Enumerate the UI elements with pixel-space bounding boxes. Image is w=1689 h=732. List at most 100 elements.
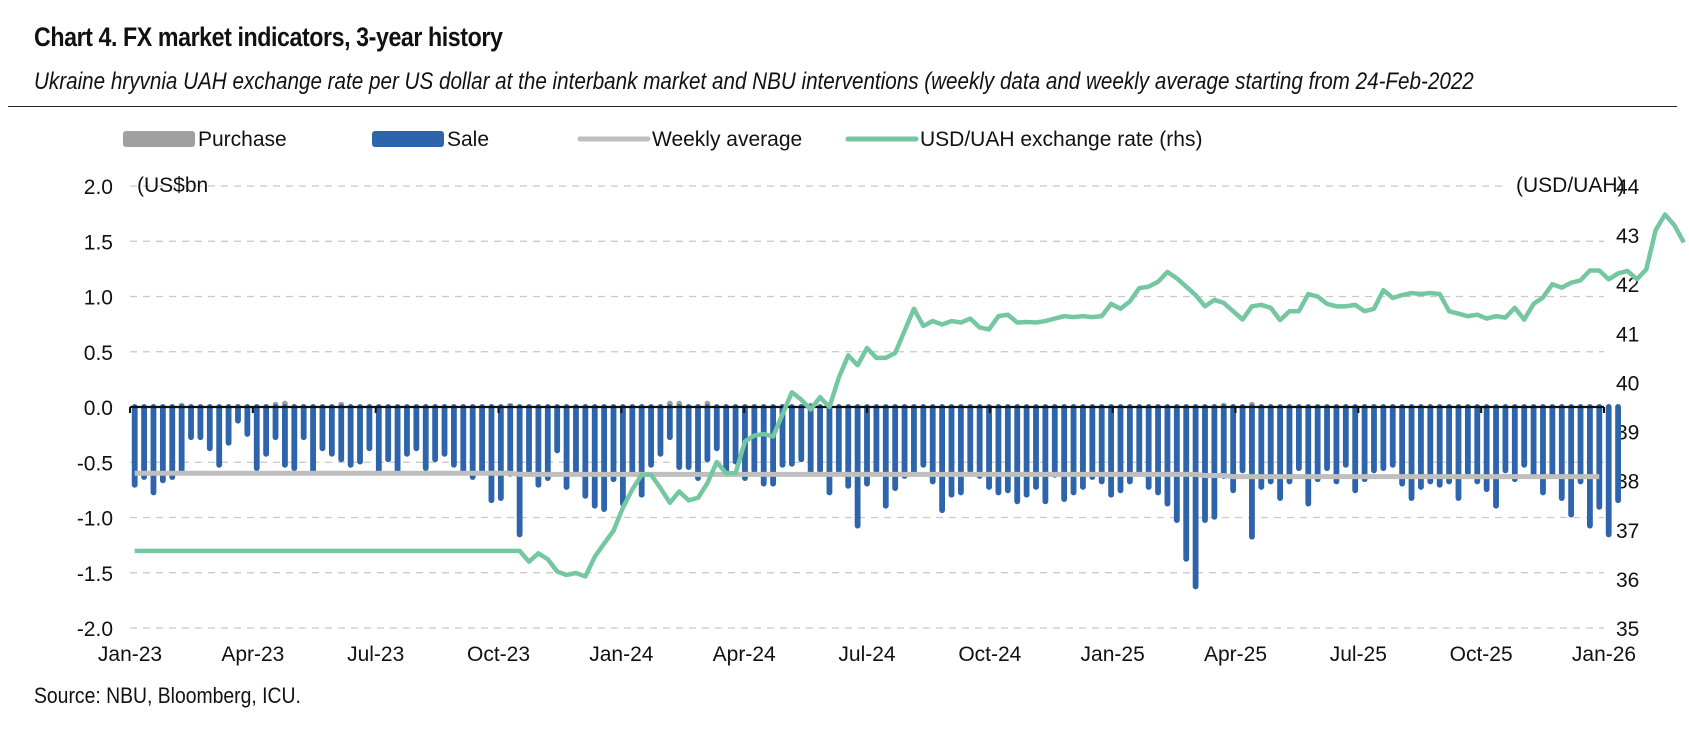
sale-bar (882, 404, 889, 509)
sale-bar (1126, 404, 1133, 485)
sale-bar (873, 404, 880, 474)
sale-bar (1568, 404, 1575, 518)
sale-bar (507, 404, 514, 477)
sale-bar (1042, 404, 1049, 505)
gridlines (130, 185, 1604, 629)
sale-bar (1145, 404, 1152, 490)
sale-bar (141, 404, 147, 480)
sale-bar (159, 404, 166, 484)
sale-bar (695, 404, 701, 482)
sale-bar (629, 404, 636, 476)
y2-tick-label: 43 (1616, 225, 1639, 248)
sale-bar (929, 404, 936, 485)
sale-bar (732, 404, 739, 465)
sale-bar (676, 404, 683, 470)
sale-bar (1418, 404, 1424, 490)
y2-tick-label: 36 (1616, 569, 1639, 592)
sale-bar (648, 404, 654, 468)
x-tick-label: Jan-24 (589, 643, 654, 666)
sale-bar (347, 404, 354, 468)
sale-bar (619, 404, 626, 507)
sale-bar (1070, 404, 1077, 496)
x-tick-label: Jul-24 (838, 643, 896, 666)
sale-bar (441, 404, 448, 457)
sale-bar (357, 404, 363, 465)
sale-bar (854, 404, 861, 529)
sale-bar (197, 404, 204, 441)
x-tick-label: Jan-25 (1081, 643, 1145, 666)
y-axis-label: (US$bn (137, 174, 208, 197)
sale-bar (1399, 404, 1406, 487)
sale-bar (216, 404, 223, 468)
sale-bar (1117, 404, 1124, 494)
weekly-average-line (134, 470, 1600, 480)
y-tick-label: 1.5 (84, 231, 113, 254)
sale-bar (826, 404, 833, 496)
sale-bar (150, 404, 157, 496)
sale-bar (1155, 404, 1161, 496)
sale-bar (920, 404, 927, 468)
sale-bar (723, 404, 730, 476)
y-tick-label: -1.0 (77, 508, 113, 531)
sale-bar (788, 404, 795, 467)
sale-bar (310, 404, 316, 474)
sale-bar (1277, 404, 1284, 501)
sale-bar (131, 404, 138, 488)
sale-bar (1530, 404, 1537, 479)
sale-bar (1220, 404, 1227, 479)
sale-bar (526, 404, 532, 474)
sale-bar (1249, 404, 1255, 540)
sale-bar (1173, 404, 1180, 524)
sale-bar (1511, 404, 1518, 483)
y-tick-label: 1.0 (84, 287, 113, 310)
sale-bar (535, 404, 542, 488)
sale-bar (1033, 404, 1039, 490)
sale-bar (1286, 404, 1293, 485)
sale-bar (770, 404, 777, 487)
x-tick-label: Jul-25 (1330, 643, 1387, 666)
sale-bar (1305, 404, 1312, 507)
sale-bar (1258, 404, 1265, 490)
sale-bar (1295, 404, 1302, 472)
sale-bar (188, 404, 194, 441)
x-axis: Jan-23 Apr-23 Jul-23 Oct-23 Jan-24 Apr-24 Jul-… (98, 643, 1636, 666)
sale-bar (1164, 404, 1171, 507)
sale-bar (1427, 404, 1434, 485)
sale-bar (939, 404, 946, 514)
sale-bar (1080, 404, 1086, 490)
sale-bar (967, 404, 974, 474)
sale-bar (1183, 404, 1190, 562)
y2-tick-label: 39 (1616, 422, 1639, 445)
sale-bar (582, 404, 589, 499)
sale-bar (986, 404, 992, 490)
x-tick-label: Apr-25 (1204, 643, 1267, 666)
sale-bar (1587, 404, 1593, 529)
sale-bar (1371, 404, 1377, 474)
sale-bar (1455, 404, 1462, 501)
sale-bar (948, 404, 955, 498)
sale-bar (422, 404, 429, 472)
sale-bar (460, 404, 467, 474)
sale-bar (169, 404, 176, 480)
sale-bar (751, 404, 758, 474)
sale-bar (835, 404, 842, 474)
chart-title: Chart 4. FX market indicators, 3-year hi… (34, 22, 503, 52)
sale-bar (450, 404, 457, 468)
sale-bar (554, 404, 561, 454)
legend-label-exchange-rate: USD/UAH exchange rate (rhs) (920, 128, 1202, 151)
x-tick-label: Oct-24 (958, 643, 1021, 666)
sale-bar (1267, 404, 1274, 485)
sale-bar (1202, 404, 1208, 524)
y2-tick-label: 42 (1616, 274, 1639, 297)
sale-bar (845, 404, 852, 489)
y-axis-left: 2.0 1.5 1.0 0.5 0.0 -0.5 -1.0 -1.5 -2.0 (77, 176, 113, 641)
sale-bar (1061, 404, 1068, 503)
zero-axis (129, 405, 1605, 413)
sale-bar (713, 404, 720, 452)
sale-bar (516, 404, 523, 538)
sale-bar (178, 404, 185, 474)
y2-axis-label: (USD/UAH) (1516, 174, 1625, 197)
sale-bar (1605, 404, 1612, 538)
sale-bar (1098, 404, 1105, 485)
